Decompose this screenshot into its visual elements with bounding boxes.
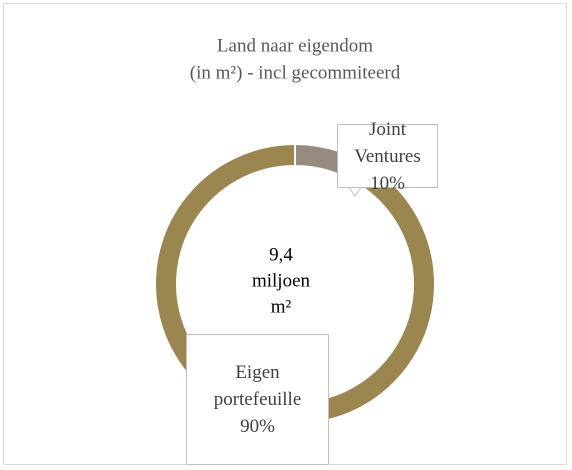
center-label: 9,4 [269,244,293,265]
donut-segment [154,142,436,425]
center-label: miljoen [252,270,311,291]
value-label: 10% [370,172,405,194]
category-label: Joint Ventures [354,118,421,167]
value-label: 90% [240,416,275,437]
chart-title: Land naar eigendom [217,35,373,56]
category-label: Eigen portefeuille [213,362,302,410]
center-label: m² [271,296,292,317]
data-label-box: Eigen portefeuille 90% [186,334,329,465]
data-label-box: Joint Ventures 10% [337,119,438,194]
chart-subtitle: (in m²) - incl gecommiteerd [190,62,401,83]
